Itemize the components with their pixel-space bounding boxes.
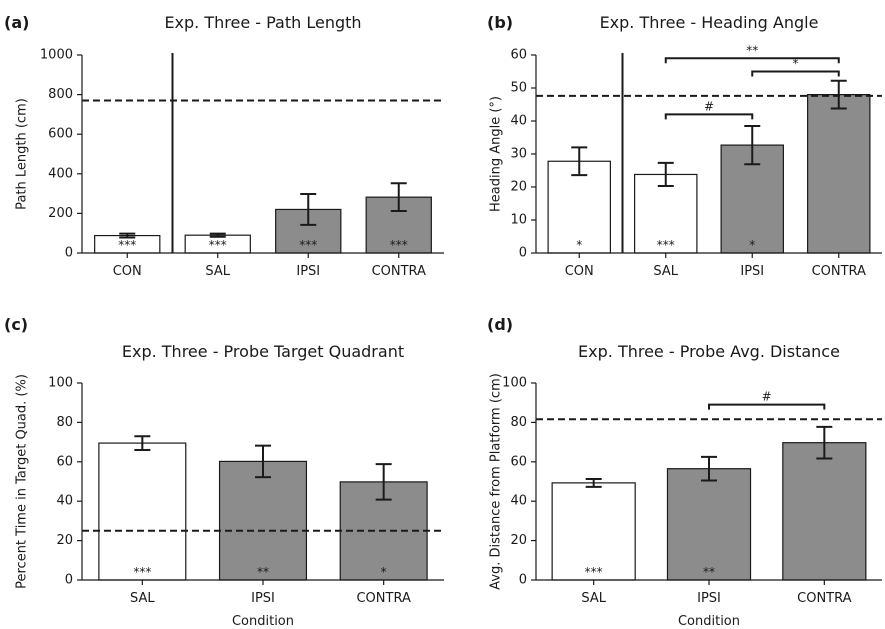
panel-label: (b) — [487, 13, 513, 32]
y-tick-label: 800 — [48, 87, 73, 102]
bar-significance-label: * — [749, 238, 755, 252]
x-tick-label: CON — [113, 264, 142, 279]
chart-title: Exp. Three - Probe Avg. Distance — [578, 342, 840, 361]
x-tick-label: CON — [565, 264, 594, 279]
y-tick-label: 200 — [48, 206, 73, 221]
chart-title: Exp. Three - Heading Angle — [600, 13, 819, 32]
panel-a: (a) Exp. Three - Path Length Path Length (… — [4, 13, 444, 279]
y-axis-label: Avg. Distance from Platform (cm) — [489, 373, 504, 590]
bar-ipsi — [666, 468, 752, 581]
bar-significance-label: *** — [299, 238, 317, 252]
panel-b: (b) Exp. Three - Heading Angle Heading Ang… — [487, 13, 882, 279]
x-tick-label: IPSI — [296, 264, 320, 279]
bar-sal — [634, 173, 698, 254]
x-tick-label: CONTRA — [372, 264, 426, 279]
comparison-bracket — [708, 403, 826, 410]
bar-sal — [98, 442, 187, 581]
y-tick-label: 0 — [65, 573, 73, 588]
y-tick-label: 80 — [56, 415, 73, 430]
y-tick-label: 20 — [56, 533, 73, 548]
chart-title: Exp. Three - Probe Target Quadrant — [122, 342, 404, 361]
bar-significance-label: *** — [390, 238, 408, 252]
x-tick-label: SAL — [581, 591, 606, 606]
y-tick-label: 1000 — [40, 48, 73, 63]
y-tick-label: 10 — [510, 213, 527, 228]
bar-significance-label: *** — [118, 238, 136, 252]
y-tick-label: 0 — [519, 246, 527, 261]
x-tick-label: IPSI — [251, 591, 275, 606]
comparison-label: # — [762, 390, 772, 404]
bar-significance-label: * — [381, 565, 387, 579]
panel-label: (c) — [4, 315, 28, 334]
y-tick-label: 50 — [510, 81, 527, 96]
y-tick-label: 400 — [48, 166, 73, 181]
y-tick-label: 80 — [510, 415, 527, 430]
x-axis-label: Condition — [678, 614, 740, 629]
panel-d: (d) Exp. Three - Probe Avg. Distance Avg. … — [487, 315, 882, 629]
x-tick-label: IPSI — [740, 264, 764, 279]
bar-ipsi — [218, 460, 308, 581]
y-axis-label: Heading Angle (°) — [489, 96, 504, 212]
x-tick-label: CONTRA — [812, 264, 866, 279]
comparison-label: * — [793, 57, 799, 71]
y-axis-label: Percent Time in Target Quad. (%) — [15, 374, 30, 589]
comparison-bracket — [751, 70, 840, 77]
y-tick-label: 30 — [510, 147, 527, 162]
y-axis-label: Path Length (cm) — [15, 98, 30, 210]
bar-significance-label: * — [576, 238, 582, 252]
comparison-bracket — [664, 113, 754, 120]
bar-significance-label: *** — [133, 565, 151, 579]
bar-significance-label: ** — [703, 565, 715, 579]
y-tick-label: 0 — [519, 573, 527, 588]
y-tick-label: 20 — [510, 533, 527, 548]
y-tick-label: 60 — [510, 48, 527, 63]
bar-contra — [807, 93, 871, 254]
bar-significance-label: *** — [585, 565, 603, 579]
comparison-label: # — [704, 99, 714, 113]
x-tick-label: CONTRA — [356, 591, 410, 606]
comparison-label: ** — [746, 43, 758, 57]
x-axis-label: Condition — [232, 614, 294, 629]
x-tick-label: CONTRA — [797, 591, 851, 606]
y-tick-label: 100 — [48, 376, 73, 391]
bar-significance-label: *** — [657, 238, 675, 252]
chart-title: Exp. Three - Path Length — [164, 13, 361, 32]
panel-label: (d) — [487, 315, 513, 334]
x-tick-label: SAL — [653, 264, 678, 279]
y-tick-label: 40 — [510, 494, 527, 509]
bar-significance-label: ** — [257, 565, 269, 579]
y-tick-label: 100 — [502, 376, 527, 391]
comparison-bracket — [664, 57, 840, 64]
y-tick-label: 40 — [56, 494, 73, 509]
x-tick-label: SAL — [205, 264, 230, 279]
y-tick-label: 60 — [56, 454, 73, 469]
x-tick-label: IPSI — [697, 591, 721, 606]
x-tick-label: SAL — [130, 591, 155, 606]
y-tick-label: 600 — [48, 127, 73, 142]
y-tick-label: 60 — [510, 454, 527, 469]
panel-label: (a) — [4, 13, 29, 32]
y-tick-label: 0 — [65, 246, 73, 261]
panel-c: (c) Exp. Three - Probe Target Quadrant Per… — [4, 315, 444, 629]
bar-contra — [782, 442, 867, 581]
bar-significance-label: *** — [209, 238, 227, 252]
bar-sal — [551, 482, 636, 581]
y-tick-label: 20 — [510, 180, 527, 195]
y-tick-label: 40 — [510, 114, 527, 129]
